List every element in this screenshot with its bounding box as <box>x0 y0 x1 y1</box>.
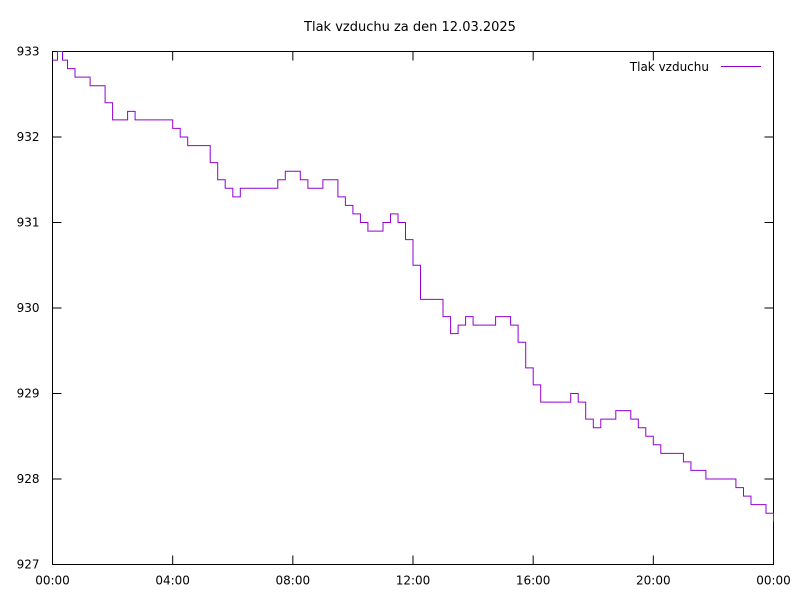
series-line-tlak-vzduchu <box>52 51 774 522</box>
y-tick-label: 931 <box>17 216 40 230</box>
plot-area-border <box>52 51 774 565</box>
x-tick-label: 00:00 <box>35 574 70 588</box>
legend: Tlak vzduchu <box>629 60 761 74</box>
legend-label-tlak-vzduchu: Tlak vzduchu <box>629 60 709 74</box>
y-axis: 927 928 929 930 931 932 933 <box>17 45 774 572</box>
x-tick-label: 04:00 <box>155 574 190 588</box>
y-tick-label: 933 <box>17 45 40 59</box>
chart-title: Tlak vzduchu za den 12.03.2025 <box>303 20 516 35</box>
x-tick-label: 12:00 <box>396 574 431 588</box>
x-tick-label: 00:00 <box>756 574 791 588</box>
y-tick-label: 929 <box>17 387 40 401</box>
x-tick-label: 20:00 <box>636 574 671 588</box>
x-tick-label: 16:00 <box>516 574 551 588</box>
y-tick-label: 932 <box>17 130 40 144</box>
y-tick-label: 930 <box>17 301 40 315</box>
y-tick-label: 928 <box>17 472 40 486</box>
x-tick-label: 08:00 <box>276 574 311 588</box>
y-tick-label: 927 <box>17 558 40 572</box>
series-layer <box>52 51 774 522</box>
x-axis: 00:00 04:00 08:00 12:00 16:00 20:00 00:00 <box>35 51 791 588</box>
